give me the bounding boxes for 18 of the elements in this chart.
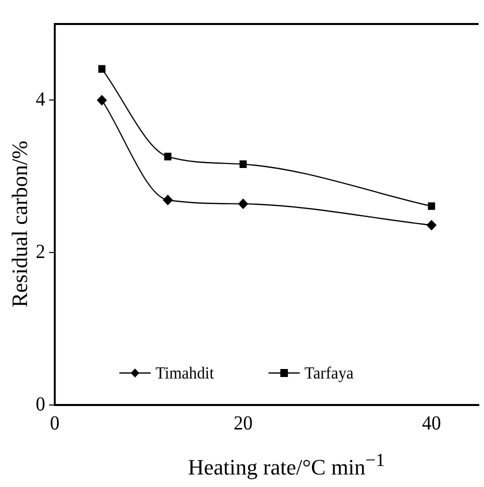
x-tick-label: 0	[50, 412, 60, 434]
point	[98, 65, 106, 73]
y-tick-label: 0	[36, 394, 46, 416]
point	[426, 220, 436, 230]
point	[164, 152, 172, 160]
point	[240, 160, 247, 168]
x-tick-label: 40	[422, 412, 441, 434]
point	[238, 198, 248, 209]
y-tick-label: 4	[36, 89, 46, 111]
x-tick-label: 20	[234, 412, 253, 434]
legend-label: Timahdit	[155, 363, 214, 383]
legend-label: Tarfaya	[304, 363, 354, 383]
y-tick-label: 2	[36, 241, 46, 263]
x-axis-title: Heating rate/°C min$^{−1}$	[188, 450, 385, 480]
y-axis-title: Residual carbon/%	[7, 140, 33, 308]
point	[162, 194, 173, 206]
point	[97, 95, 107, 106]
point	[428, 202, 436, 210]
